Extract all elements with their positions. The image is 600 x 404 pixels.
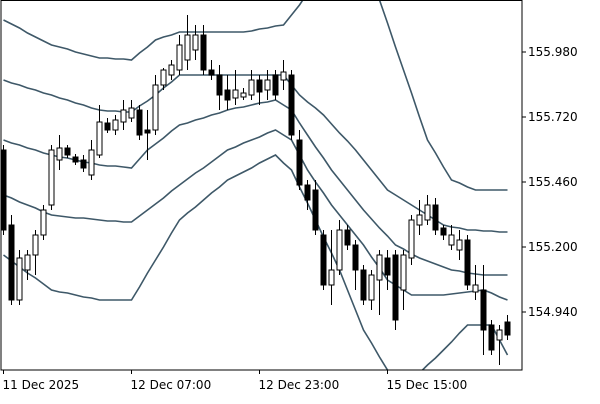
candle-body (496, 329, 503, 341)
candle-body (24, 254, 31, 271)
candle-body (432, 204, 439, 231)
candle-body (344, 229, 351, 246)
candle-body (208, 69, 215, 76)
candle-body (416, 214, 423, 226)
candle-body (1, 149, 7, 231)
candle-body (104, 122, 111, 131)
candle-body (336, 229, 343, 271)
candle-body (168, 64, 175, 76)
candle-body (376, 254, 383, 281)
candle-body (264, 79, 271, 91)
candle-body (8, 224, 15, 301)
x-tick-label: 12 Dec 23:00 (259, 378, 340, 392)
candle-body (72, 156, 79, 163)
candle-body (224, 89, 231, 101)
plot-frame (0, 0, 523, 371)
candle-body (272, 74, 279, 96)
candle-body (440, 227, 447, 236)
candle-body (400, 254, 407, 291)
band-line (3, 74, 508, 233)
candle-body (280, 71, 287, 81)
candle-body (152, 84, 159, 131)
candle-body (56, 147, 63, 161)
plot-area (1, 1, 511, 370)
candle-body (40, 209, 47, 236)
candle-body (424, 204, 431, 221)
candle-body (232, 89, 239, 99)
candle-body (328, 269, 335, 286)
band-line (3, 1, 508, 191)
candle-body (360, 269, 367, 301)
candle-body (480, 289, 487, 331)
candle-body (200, 34, 207, 71)
candle-body (392, 254, 399, 321)
candle-body (296, 139, 303, 186)
x-tick-label: 15 Dec 15:00 (387, 378, 468, 392)
candle-body (32, 234, 39, 256)
candle-body (464, 239, 471, 286)
candle-body (48, 149, 55, 206)
candle-body (472, 284, 479, 293)
candle-body (368, 274, 375, 301)
candle-body (504, 321, 511, 336)
candle-body (96, 121, 103, 156)
band-line (3, 129, 508, 301)
x-tick-label: 12 Dec 07:00 (131, 378, 212, 392)
candle-body (288, 74, 295, 136)
candle-body (312, 189, 319, 231)
band-line (3, 99, 508, 276)
candle-body (136, 109, 143, 136)
candle-body (128, 107, 135, 119)
y-tick-label: 155.460 (528, 175, 578, 189)
candle-body (216, 74, 223, 96)
candle-body (184, 34, 191, 61)
candle-body (448, 234, 455, 246)
y-tick-label: 155.980 (528, 45, 578, 59)
y-tick-label: 154.940 (528, 305, 578, 319)
candle-body (384, 257, 391, 276)
candle-body (80, 159, 87, 169)
candle-body (176, 44, 183, 71)
candle-body (112, 119, 119, 131)
candle-body (304, 184, 311, 201)
candle-body (248, 79, 255, 96)
candle-body (320, 234, 327, 286)
candle-body (144, 129, 151, 134)
candle-body (488, 324, 495, 351)
band-line (3, 154, 509, 370)
x-tick-label: 11 Dec 2025 (3, 378, 80, 392)
candle-body (192, 34, 199, 51)
y-tick-label: 155.200 (528, 240, 578, 254)
candle-body (256, 79, 263, 93)
candle-body (16, 257, 23, 301)
candle-body (88, 149, 95, 176)
candle-body (456, 239, 463, 251)
candle-body (408, 219, 415, 259)
candle-body (160, 69, 167, 86)
candle-body (120, 109, 127, 123)
candle-body (240, 92, 247, 98)
y-tick-label: 155.720 (528, 110, 578, 124)
candle-body (64, 147, 71, 156)
candle-body (352, 244, 359, 271)
